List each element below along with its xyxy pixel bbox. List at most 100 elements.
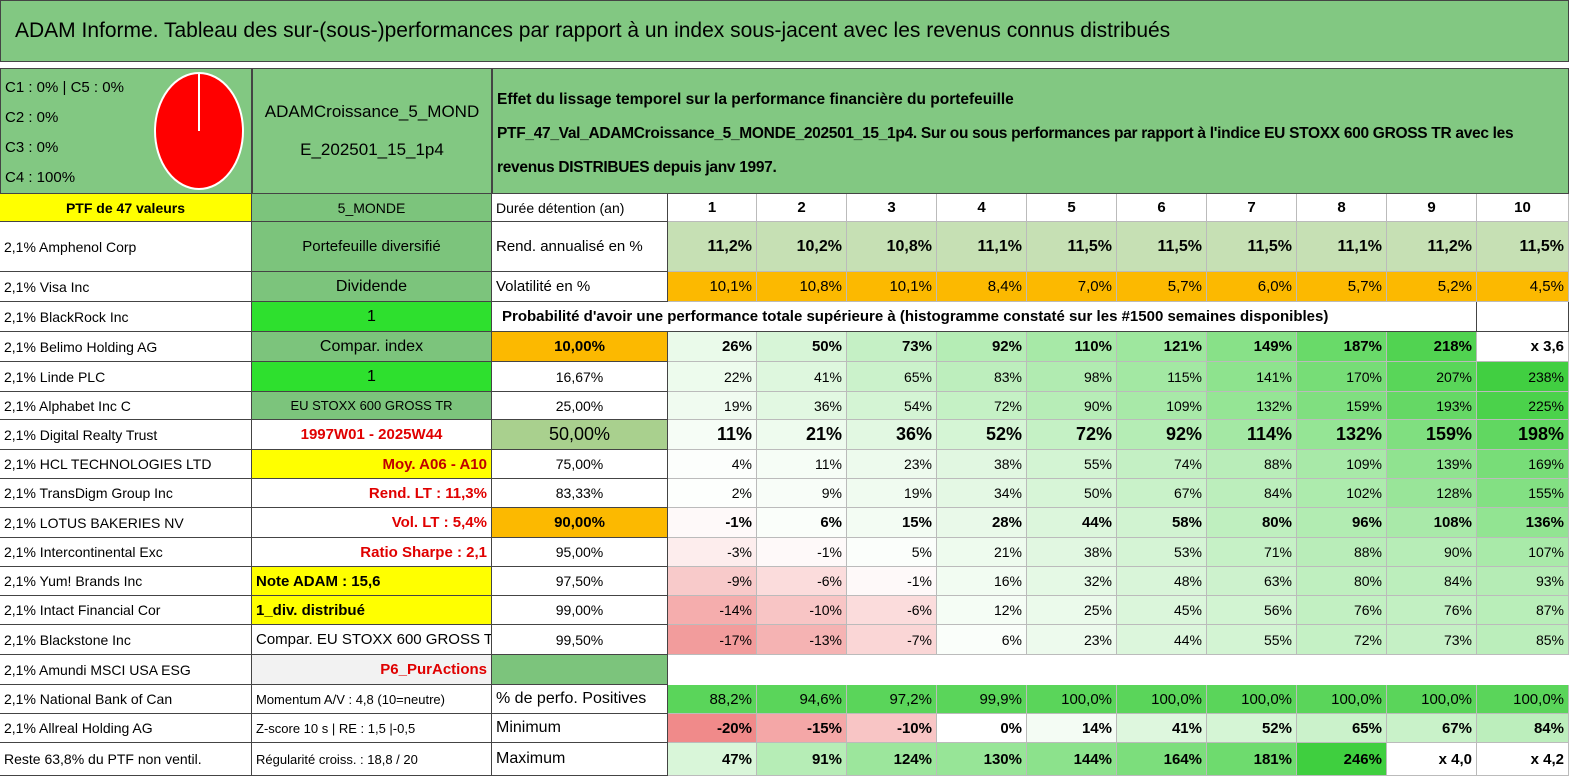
value-cell: 109% (1117, 392, 1207, 420)
info-cell: Régularité croiss. : 18,8 / 20 (252, 743, 492, 776)
value-cell: -1% (847, 567, 937, 596)
value-cell: 2% (668, 479, 757, 508)
pie-legend-entry: C2 : 0% (5, 109, 59, 126)
value-cell: 9 (1387, 194, 1477, 222)
value-cell: 100,0% (1477, 685, 1569, 714)
value-cell: 102% (1297, 479, 1387, 508)
value-cell: 76% (1297, 596, 1387, 625)
value-cell: 23% (1027, 625, 1117, 655)
value-cell: 15% (847, 508, 937, 538)
value-cell: 55% (1027, 450, 1117, 479)
value-cell: 1 (668, 194, 757, 222)
info-cell: Dividende (252, 272, 492, 302)
value-cell: 181% (1207, 743, 1297, 776)
holding-name: 2,1% Belimo Holding AG (0, 332, 252, 362)
value-cell: 23% (847, 450, 937, 479)
value-cell: 7,0% (1027, 272, 1117, 302)
info-cell: Momentum A/V : 4,8 (10=neutre) (252, 685, 492, 714)
value-cell: 5% (847, 538, 937, 567)
value-cell: 72% (1027, 420, 1117, 450)
pie-chart (154, 72, 244, 190)
value-cell: -3% (668, 538, 757, 567)
value-cell: 10,1% (847, 272, 937, 302)
value-cell: 10,8% (847, 222, 937, 272)
row-label: 90,00% (492, 508, 668, 538)
value-cell: 44% (1117, 625, 1207, 655)
value-cell: 225% (1477, 392, 1569, 420)
value-cell: 98% (1027, 362, 1117, 392)
empty-cell (1477, 302, 1569, 332)
value-cell: 87% (1477, 596, 1569, 625)
value-cell: 4% (668, 450, 757, 479)
value-cell: 41% (1117, 714, 1207, 743)
holding-name: 2,1% Visa Inc (0, 272, 252, 302)
value-cell: 5,2% (1387, 272, 1477, 302)
value-cell: 144% (1027, 743, 1117, 776)
info-cell: Portefeuille diversifié (252, 222, 492, 272)
value-cell: 99,9% (937, 685, 1027, 714)
value-cell: 97,2% (847, 685, 937, 714)
holding-name: 2,1% BlackRock Inc (0, 302, 252, 332)
pie-legend: C1 : 0% | C5 : 0% C2 : 0% C3 : 0% C4 : 100% (5, 73, 124, 193)
value-cell: 36% (847, 420, 937, 450)
value-cell: 8,4% (937, 272, 1027, 302)
holding-name: 2,1% TransDigm Group Inc (0, 479, 252, 508)
value-cell: 218% (1387, 332, 1477, 362)
value-cell: -13% (757, 625, 847, 655)
value-cell: 141% (1207, 362, 1297, 392)
value-cell: 207% (1387, 362, 1477, 392)
info-cell: Compar. EU STOXX 600 GROSS TI (252, 625, 492, 655)
value-cell: -15% (757, 714, 847, 743)
info-cell: Z-score 10 s | RE : 1,5 |-0,5 (252, 714, 492, 743)
row-label: Rend. annualisé en % (492, 222, 668, 272)
value-cell: -6% (757, 567, 847, 596)
value-cell: 100,0% (1027, 685, 1117, 714)
value-cell: 108% (1387, 508, 1477, 538)
value-cell: 128% (1387, 479, 1477, 508)
holding-name: Reste 63,8% du PTF non ventil. (0, 743, 252, 776)
value-cell: 115% (1117, 362, 1207, 392)
value-cell: 28% (937, 508, 1027, 538)
value-cell: 38% (1027, 538, 1117, 567)
value-cell: 52% (937, 420, 1027, 450)
value-cell: 47% (668, 743, 757, 776)
holding-name: 2,1% Yum! Brands Inc (0, 567, 252, 596)
value-cell: 124% (847, 743, 937, 776)
row-label: 25,00% (492, 392, 668, 420)
row-label: 10,00% (492, 332, 668, 362)
value-cell: 100,0% (1297, 685, 1387, 714)
value-cell: 36% (757, 392, 847, 420)
value-cell: 10,8% (757, 272, 847, 302)
info-cell: Moy. A06 - A10 (252, 450, 492, 479)
value-cell: 25% (1027, 596, 1117, 625)
value-cell: 121% (1117, 332, 1207, 362)
value-cell: 187% (1297, 332, 1387, 362)
row-label: % de perfo. Positives (492, 685, 668, 714)
value-cell: 100,0% (1207, 685, 1297, 714)
info-cell: Rend. LT : 11,3% (252, 479, 492, 508)
value-cell: 5 (1027, 194, 1117, 222)
value-cell: 10 (1477, 194, 1569, 222)
value-cell: 32% (1027, 567, 1117, 596)
holding-name: 2,1% LOTUS BAKERIES NV (0, 508, 252, 538)
value-cell: 63% (1207, 567, 1297, 596)
value-cell: 67% (1117, 479, 1207, 508)
value-cell: 58% (1117, 508, 1207, 538)
value-cell: 44% (1027, 508, 1117, 538)
value-cell: 94,6% (757, 685, 847, 714)
value-cell: 92% (937, 332, 1027, 362)
value-cell: 76% (1387, 596, 1477, 625)
value-cell: 193% (1387, 392, 1477, 420)
value-cell: 11,2% (1387, 222, 1477, 272)
row-label: 99,50% (492, 625, 668, 655)
row-label: 97,50% (492, 567, 668, 596)
value-cell: 169% (1477, 450, 1569, 479)
value-cell: -10% (847, 714, 937, 743)
value-cell: 90% (1387, 538, 1477, 567)
holding-name: 2,1% Intact Financial Cor (0, 596, 252, 625)
value-cell: 6,0% (1207, 272, 1297, 302)
value-cell: 56% (1207, 596, 1297, 625)
value-cell: 0% (937, 714, 1027, 743)
value-cell: 92% (1117, 420, 1207, 450)
